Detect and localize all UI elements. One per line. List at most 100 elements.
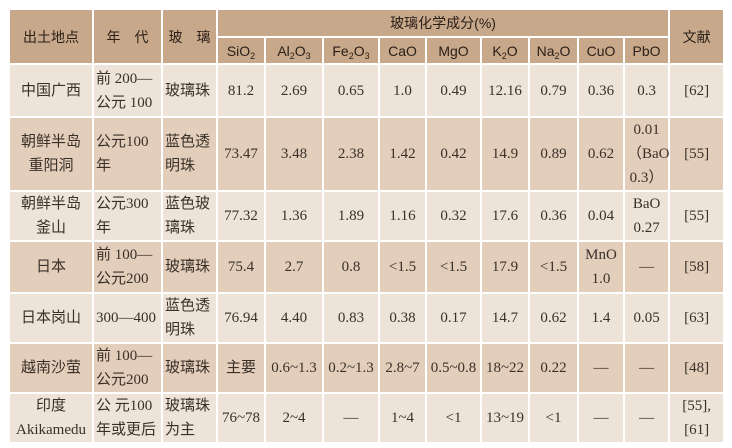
oxide-formula-part: O [353, 42, 365, 59]
oxide-formula-part: O [294, 42, 306, 59]
value-cell: 17.6 [480, 190, 530, 242]
location-cell-line: Akikamedu [16, 422, 86, 438]
header-reference: 文献 [668, 8, 726, 65]
location-cell-line: 越南沙萤 [20, 360, 81, 376]
oxide-formula-part: 2 [250, 50, 256, 61]
value-cell-line: MnO [585, 247, 617, 263]
value-cell: 77.32 [216, 190, 266, 242]
table-row: 印度 Akikamedu 公 元100 年或更后 玻璃珠 为主 76~78 2~4—1~4 <1… [8, 392, 726, 444]
reference-cell: [55] [668, 116, 726, 192]
value-cell: 1.89 [322, 190, 380, 242]
value-cell: <1.5 [425, 240, 482, 294]
glass-cell: 玻璃珠 [161, 342, 218, 394]
oxide-formula-part: 3 [364, 50, 370, 61]
value-cell: 1.0 [378, 63, 427, 118]
glass-cell: 玻璃珠 [161, 63, 218, 118]
value-cell-line: BaO [632, 196, 661, 212]
value-cell: 0.8 [322, 240, 380, 294]
oxide-formula-part: Fe [332, 42, 349, 59]
value-cell: 14.7 [480, 292, 530, 344]
value-cell: 12.16 [480, 63, 530, 118]
value-cell: 主要 [216, 342, 266, 394]
location-cell: 日本 [8, 240, 94, 294]
value-cell: 4.40 [264, 292, 324, 344]
glass-cell: 蓝色透 明珠 [161, 116, 218, 192]
location-cell: 中国广西 [8, 63, 94, 118]
value-cell: — [622, 240, 671, 294]
glass-cell-line: 玻璃珠 [165, 360, 211, 376]
glass-cell-line: 璃珠 [165, 220, 196, 236]
reference-cell: [55] [668, 190, 726, 242]
value-cell: — [577, 342, 625, 394]
reference-cell: [62] [668, 63, 726, 118]
value-cell: 1.4 [577, 292, 625, 344]
value-cell: 81.2 [216, 63, 266, 118]
era-cell: 300—400 [92, 292, 163, 344]
header-oxide: Fe2O3 [322, 36, 380, 65]
era-cell-line: 公 元100 [96, 398, 153, 414]
table-row: 朝鲜半岛 釜山 公元300年 蓝色玻 璃珠 77.32 1.36 1.89 1.16 0.32 17… [8, 190, 726, 242]
era-cell: 公 元100 年或更后 [92, 392, 163, 444]
value-cell: — [622, 392, 671, 444]
value-cell: <1.5 [378, 240, 427, 294]
reference-cell-line: [55] [684, 208, 710, 224]
location-cell: 越南沙萤 [8, 342, 94, 394]
value-cell: 0.6~1.3 [264, 342, 324, 394]
location-cell-line: 日本岗山 [20, 310, 81, 326]
value-cell: 0.42 [425, 116, 482, 192]
glass-cell-line: 玻璃珠 [165, 398, 211, 414]
era-cell: 公元300年 [92, 190, 163, 242]
reference-cell: [63] [668, 292, 726, 344]
value-cell: 0.79 [528, 63, 579, 118]
value-cell: 0.17 [425, 292, 482, 344]
value-cell: <1 [425, 392, 482, 444]
location-cell-line: 日本 [35, 259, 66, 275]
value-cell-line: （BaO [627, 146, 670, 162]
value-cell: 0.89 [528, 116, 579, 192]
table-row: 朝鲜半岛 重阳洞 公元100年 蓝色透 明珠 73.47 3.48 2.38 1.42 0.42 1… [8, 116, 726, 192]
table-row: 日本岗山 300—400 蓝色透 明珠 76.94 4.40 0.83 0.38 0.17 14.… [8, 292, 726, 344]
reference-cell-line: [55], [682, 398, 711, 414]
value-cell-line: 0.3） [629, 170, 664, 186]
reference-cell-line: [55] [684, 146, 710, 162]
glass-cell: 玻璃珠 为主 [161, 392, 218, 444]
value-cell: BaO 0.27 [622, 190, 671, 242]
value-cell: 0.2~1.3 [322, 342, 380, 394]
value-cell-line: 0.27 [633, 220, 660, 236]
header-composition: 玻璃化学成分(%) [215, 8, 671, 38]
era-cell: 前 100— 公元200 [92, 240, 163, 294]
value-cell: 0.05 [622, 292, 671, 344]
value-cell: MnO 1.0 [577, 240, 625, 294]
value-cell: 0.83 [322, 292, 380, 344]
table-row: 日本前 100— 公元200 玻璃珠 75.4 2.7 0.8 <1.5 <1.5 17.9 <1… [8, 240, 726, 294]
value-cell: 0.3 [622, 63, 671, 118]
era-cell-line: 公元100年 [96, 134, 149, 174]
oxide-formula-part: 3 [305, 50, 311, 61]
oxide-formula-part: CuO [586, 42, 616, 59]
value-cell: 0.22 [528, 342, 579, 394]
era-cell-line: 年或更后 [96, 422, 157, 438]
value-cell: 76~78 [216, 392, 266, 444]
value-cell: 1.36 [264, 190, 324, 242]
glass-cell-line: 蓝色透 [165, 298, 211, 314]
reference-cell: [58] [668, 240, 726, 294]
value-cell: 76.94 [216, 292, 266, 344]
era-cell: 公元100年 [92, 116, 163, 192]
location-cell: 印度 Akikamedu [8, 392, 94, 444]
value-cell: 2.69 [264, 63, 324, 118]
header-oxide: CuO [577, 36, 625, 65]
oxide-formula-part: K [492, 42, 502, 59]
value-cell: 14.9 [480, 116, 530, 192]
value-cell-line: — [639, 360, 655, 376]
oxide-formula-part: Al [277, 42, 290, 59]
glass-cell: 玻璃珠 [161, 240, 218, 294]
location-cell: 朝鲜半岛 釜山 [8, 190, 94, 242]
value-cell: 17.9 [480, 240, 530, 294]
value-cell: 0.32 [425, 190, 482, 242]
glass-cell-line: 玻璃珠 [165, 259, 211, 275]
reference-cell-line: [62] [684, 82, 710, 99]
location-cell-line: 釜山 [35, 220, 66, 236]
header-glass: 玻 璃 [161, 8, 218, 65]
value-cell-line: 0.01 [633, 122, 660, 138]
location-cell-line: 中国广西 [20, 82, 81, 99]
